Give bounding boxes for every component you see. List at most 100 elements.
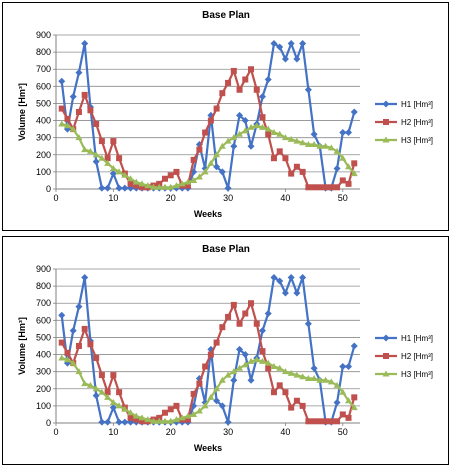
data-point xyxy=(144,182,152,189)
y-tick-label: 0 xyxy=(46,184,51,194)
data-point xyxy=(310,364,318,372)
data-point xyxy=(299,373,307,380)
data-point xyxy=(281,289,289,297)
x-tick-label: 10 xyxy=(108,427,118,437)
data-point xyxy=(351,394,358,401)
data-point xyxy=(178,180,186,187)
data-point xyxy=(167,417,175,424)
data-point xyxy=(218,376,226,383)
data-point xyxy=(339,388,347,395)
x-axis-label: Weeks xyxy=(194,209,222,219)
data-point xyxy=(247,357,255,364)
data-point xyxy=(87,341,94,348)
chart-panel-top: Base Plan 0 100 200 300 400 500 600 700 800 900 0 10… xyxy=(2,2,449,231)
data-point xyxy=(265,365,272,372)
data-point xyxy=(259,348,266,355)
data-point xyxy=(383,353,389,359)
data-point xyxy=(64,349,71,356)
data-point xyxy=(98,388,106,395)
data-point xyxy=(75,69,83,77)
x-axis-label: Weeks xyxy=(194,443,222,453)
series-line xyxy=(60,302,356,423)
data-point xyxy=(248,66,255,73)
data-point xyxy=(224,137,232,144)
data-point xyxy=(287,369,295,376)
data-point xyxy=(236,86,243,93)
data-point xyxy=(305,184,312,191)
data-point xyxy=(270,155,277,162)
data-point xyxy=(109,164,117,171)
data-point xyxy=(270,389,277,396)
legend-entry: H1 [Hm³] xyxy=(375,100,433,109)
data-point xyxy=(276,130,284,137)
data-point xyxy=(110,138,117,145)
data-point xyxy=(350,108,358,116)
data-point xyxy=(58,120,66,127)
data-point xyxy=(264,359,272,366)
data-point xyxy=(316,184,323,191)
data-point xyxy=(207,393,215,400)
series-3 xyxy=(58,120,358,190)
data-point xyxy=(98,138,105,145)
data-point xyxy=(288,170,295,177)
y-tick-label: 400 xyxy=(36,350,51,360)
data-point xyxy=(218,402,226,410)
data-point xyxy=(270,274,278,282)
data-point xyxy=(276,382,283,389)
data-point xyxy=(172,416,180,423)
data-point xyxy=(92,392,100,400)
legend-label: H2 [Hm³] xyxy=(401,118,433,127)
data-point xyxy=(293,55,301,63)
data-point xyxy=(270,363,278,370)
data-point xyxy=(104,155,111,162)
data-point xyxy=(93,354,100,361)
data-point xyxy=(92,158,100,166)
data-point xyxy=(258,123,266,130)
data-point xyxy=(121,405,129,412)
data-point xyxy=(127,180,134,187)
x-tick-label: 40 xyxy=(280,427,290,437)
data-point xyxy=(81,146,89,153)
data-point xyxy=(299,402,306,409)
data-point xyxy=(225,79,232,86)
data-point xyxy=(242,310,249,317)
data-point xyxy=(258,93,266,101)
data-point xyxy=(316,142,324,149)
y-tick-label: 900 xyxy=(36,264,51,274)
data-point xyxy=(81,40,89,48)
data-point xyxy=(322,184,329,191)
data-point xyxy=(213,163,221,171)
data-point xyxy=(224,418,232,426)
data-point xyxy=(230,134,238,141)
data-point xyxy=(247,142,255,150)
series-line xyxy=(61,122,356,189)
data-point xyxy=(225,313,232,320)
legend-label: H3 [Hm³] xyxy=(401,136,433,145)
data-point xyxy=(311,184,318,191)
data-point xyxy=(75,109,82,115)
data-point xyxy=(382,370,390,377)
data-point xyxy=(264,125,272,132)
x-tick-label: 50 xyxy=(338,193,348,203)
data-point xyxy=(69,125,77,132)
data-point xyxy=(104,418,112,426)
data-point xyxy=(304,320,312,328)
data-point xyxy=(150,417,158,424)
data-point xyxy=(69,93,77,101)
y-tick-label: 400 xyxy=(36,116,51,126)
data-point xyxy=(322,418,329,425)
data-point xyxy=(333,381,341,388)
data-point xyxy=(127,409,135,416)
data-point xyxy=(115,184,123,192)
data-point xyxy=(241,361,249,368)
data-point xyxy=(98,184,106,192)
data-point xyxy=(207,117,214,124)
data-point xyxy=(104,393,112,400)
data-point xyxy=(75,303,83,311)
data-point xyxy=(81,380,89,387)
data-point xyxy=(184,416,191,423)
data-point xyxy=(115,418,123,426)
data-point xyxy=(87,107,94,114)
data-point xyxy=(81,91,88,98)
data-point xyxy=(109,404,117,412)
